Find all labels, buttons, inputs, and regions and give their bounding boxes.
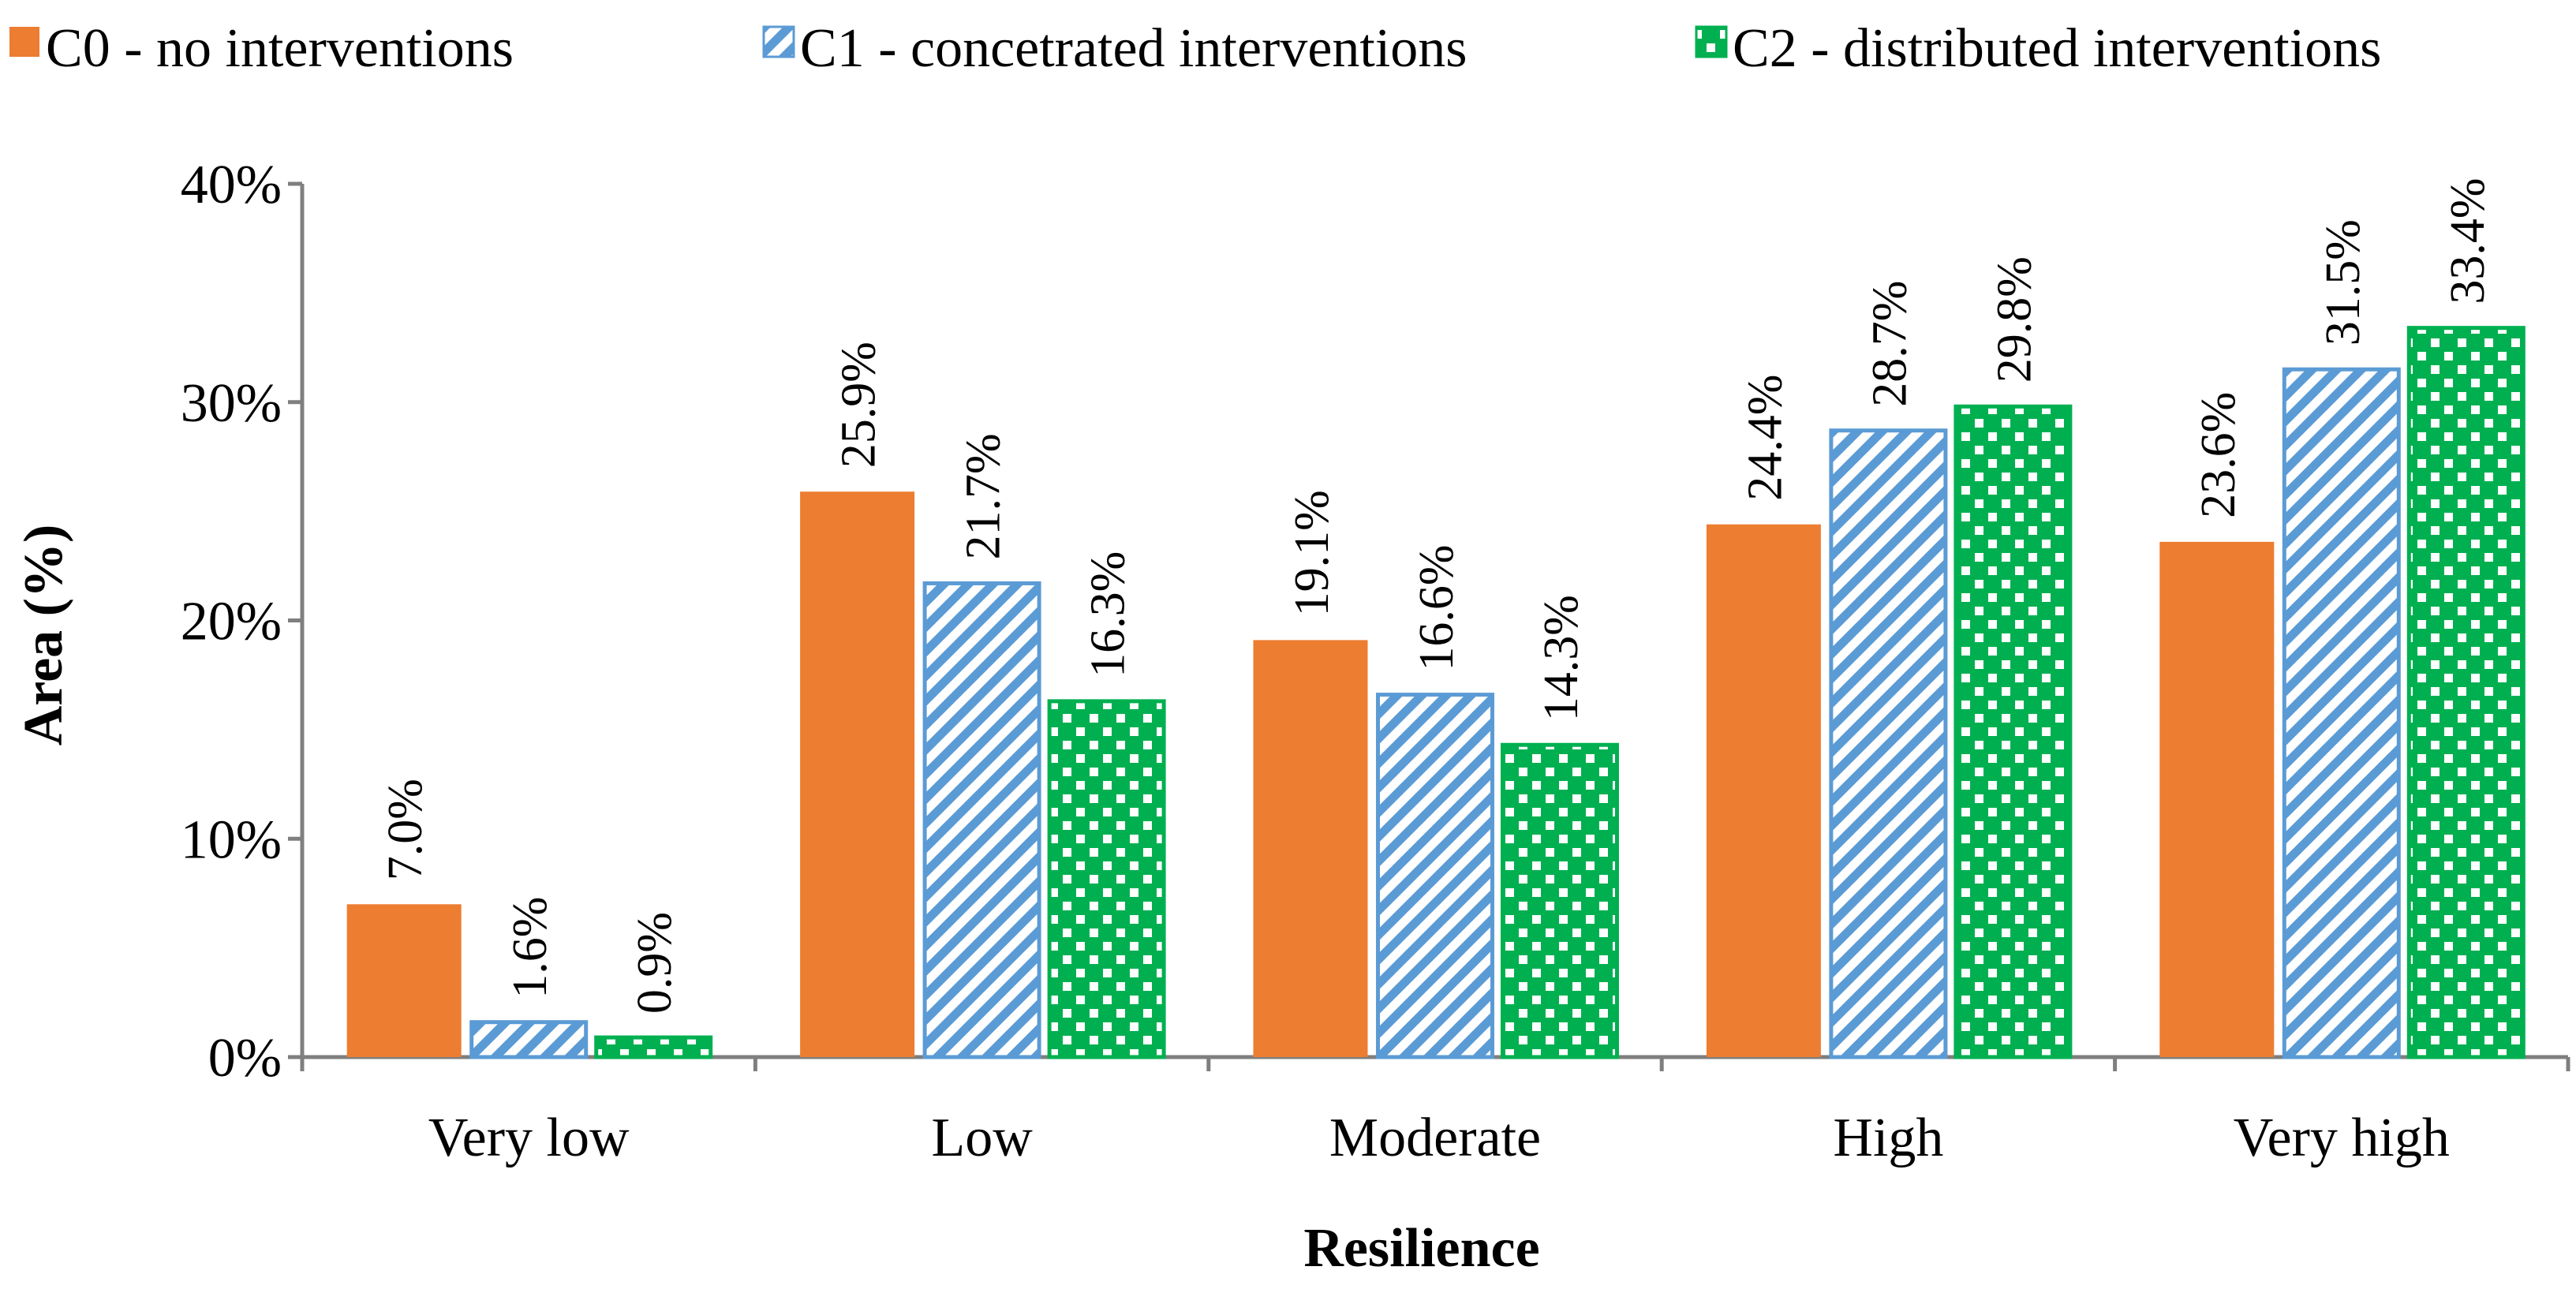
legend-swatch-c0 <box>9 27 39 57</box>
category-labels: Very low Low Moderate High Very high <box>428 1108 2450 1168</box>
bars <box>346 326 2526 1059</box>
y-tick-label: 20% <box>181 592 282 652</box>
data-label: 29.8% <box>1987 256 2041 383</box>
bar-c1 <box>1376 693 1494 1059</box>
x-axis-title: Resilience <box>1303 1218 1539 1279</box>
category-label: Very high <box>2234 1108 2450 1168</box>
y-tick-label: 0% <box>208 1028 282 1089</box>
legend-swatch-c2 <box>1695 25 1728 58</box>
bar-c2 <box>594 1035 713 1059</box>
y-tick-label: 40% <box>181 155 282 215</box>
bar-c2 <box>1953 404 2073 1059</box>
legend-label-c2: C2 - distributed interventions <box>1733 18 2381 79</box>
data-label: 21.7% <box>957 433 1011 559</box>
legend: C0 - no interventions C1 - concetrated i… <box>9 18 2381 79</box>
x-axis-ticks <box>300 1057 2570 1071</box>
data-label: 7.0% <box>379 779 432 880</box>
bar-c0 <box>1706 524 1821 1057</box>
data-label: 25.9% <box>832 342 886 468</box>
legend-item-c2: C2 - distributed interventions <box>1695 18 2381 79</box>
data-label: 28.7% <box>1863 281 1916 407</box>
data-label: 14.3% <box>1535 595 1588 721</box>
bar-c2 <box>2406 326 2526 1059</box>
y-axis-ticks: 0% 10% 20% 30% 40% <box>181 155 302 1089</box>
legend-label-c1: C1 - concetrated interventions <box>800 18 1467 79</box>
data-label: 31.5% <box>2316 219 2370 346</box>
bar-c0 <box>346 904 462 1057</box>
data-label: 23.6% <box>2192 392 2245 518</box>
category-label: Very low <box>428 1108 630 1168</box>
legend-label-c0: C0 - no interventions <box>46 18 514 79</box>
data-label: 19.1% <box>1285 490 1339 616</box>
legend-item-c0: C0 - no interventions <box>9 18 514 79</box>
data-label: 24.4% <box>1738 375 1792 501</box>
category-label: High <box>1833 1108 1943 1168</box>
data-label: 33.4% <box>2441 177 2495 304</box>
bar-c1 <box>469 1020 589 1059</box>
bar-c1 <box>922 581 1041 1059</box>
y-tick-label: 30% <box>181 373 282 434</box>
data-label: 16.3% <box>1082 551 1135 678</box>
category-label: Low <box>931 1108 1033 1168</box>
y-tick-label: 10% <box>181 809 282 870</box>
data-label: 1.6% <box>503 897 557 999</box>
bar-c2 <box>1047 699 1166 1059</box>
bar-c0 <box>800 491 915 1057</box>
bar-c0 <box>1253 640 1368 1057</box>
bar-c1 <box>1829 428 1948 1059</box>
bar-c0 <box>2159 541 2275 1057</box>
bar-c1 <box>2282 367 2401 1059</box>
data-label: 16.6% <box>1410 544 1464 671</box>
bar-c2 <box>1501 742 1619 1059</box>
data-label: 0.9% <box>628 912 682 1014</box>
y-axis-title: Area (%) <box>13 525 74 746</box>
legend-item-c1: C1 - concetrated interventions <box>762 18 1467 79</box>
legend-swatch-c1 <box>762 25 795 58</box>
category-label: Moderate <box>1329 1108 1541 1168</box>
data-labels: 7.0% 1.6% 0.9% 25.9% 21.7% 16.3% 19.1% 16.6% 14.… <box>379 177 2495 1014</box>
